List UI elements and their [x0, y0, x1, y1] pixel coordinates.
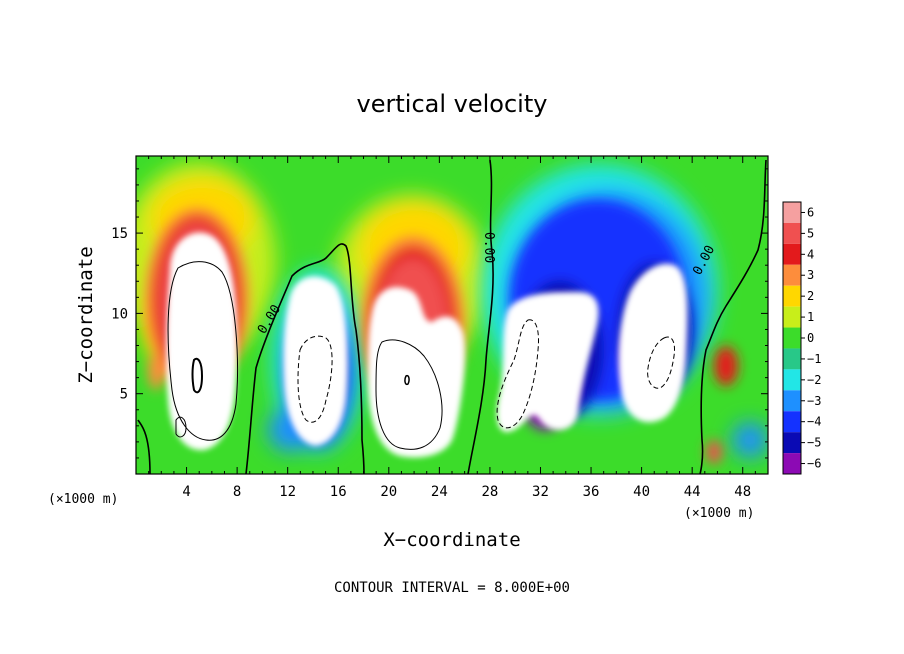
contour-interval-footer: CONTOUR INTERVAL = 8.000E+00: [334, 580, 570, 596]
colorbar-swatch: [783, 348, 801, 370]
colorbar-label: 6: [807, 205, 814, 219]
colorbar-label: 2: [807, 289, 814, 303]
x-tick-label: 12: [279, 484, 296, 500]
heatmap-field: 0.000.00 0.00: [136, 156, 768, 474]
zero-contour-mid: [467, 159, 494, 474]
colorbar-swatch: [783, 432, 801, 454]
y-tick-label: 15: [111, 226, 128, 242]
x-unit-label-right: (×1000 m): [684, 506, 754, 521]
x-tick-label: 40: [633, 484, 650, 500]
colorbar-swatch: [783, 243, 801, 265]
zero-contour-cell-a: [245, 243, 365, 474]
saturated-core-layer: [166, 232, 688, 458]
x-tick-label: 8: [233, 484, 241, 500]
y-tick-label: 10: [111, 306, 128, 322]
colorbar-swatch: [783, 202, 801, 223]
x-tick-label: 48: [734, 484, 751, 500]
x-axis: 4 8 12 16 20 24 28 32 36 40 44 48: [148, 156, 756, 500]
colorbar-label: −4: [807, 415, 821, 429]
contour-cell-1-low: [175, 416, 187, 438]
dashed-contour-downdraft-2: [496, 319, 539, 429]
colorbar-label: −5: [807, 436, 821, 450]
x-tick-label: 20: [380, 484, 397, 500]
colorbar-swatch: [783, 369, 801, 391]
y-tick-label: 5: [120, 387, 128, 403]
x-tick-label: 24: [431, 484, 448, 500]
contour-label: 0.00: [481, 232, 496, 263]
x-tick-label: 44: [684, 484, 701, 500]
dashed-contour-downdraft-1: [297, 335, 333, 423]
colorbar-label: 5: [807, 226, 814, 240]
y-axis: 5 10 15: [111, 168, 768, 459]
colorbar-swatch: [783, 222, 801, 244]
colorbar-swatch: [783, 327, 801, 349]
colorbar-label: −6: [807, 457, 821, 471]
x-tick-label: 16: [330, 484, 347, 500]
colorbar-swatch: [783, 306, 801, 328]
colorbar-swatch: [783, 390, 801, 412]
contour-cell-2-inner: [404, 374, 410, 386]
contour-cell-1-inner: [191, 357, 204, 394]
colorbar-swatch: [783, 453, 801, 474]
colorbar-label: 4: [807, 247, 814, 261]
x-unit-label-left: (×1000 m): [48, 492, 118, 507]
colorbar: 6 5 4 3 2 1 0 −1 −2 −3 −4 −5 −6: [782, 201, 821, 475]
x-tick-label: 4: [182, 484, 190, 500]
colorbar-swatch: [783, 411, 801, 433]
x-axis-title: X−coordinate: [383, 529, 520, 551]
contour-cell-1-outer: [167, 261, 238, 441]
colorbar-label: 0: [807, 331, 814, 345]
contour-cell-2-outer: [375, 339, 443, 450]
x-tick-label: 36: [583, 484, 600, 500]
colorbar-label: 3: [807, 268, 814, 282]
x-tick-label: 28: [481, 484, 498, 500]
colorbar-swatch: [783, 285, 801, 307]
colorbar-label: 1: [807, 310, 814, 324]
colorbar-label: −3: [807, 394, 821, 408]
zero-contour-left: [137, 419, 151, 474]
colorbar-swatch: [783, 264, 801, 286]
colorbar-label: −1: [807, 352, 821, 366]
y-axis-title: Z−coordinate: [75, 246, 97, 383]
chart-title: vertical velocity: [357, 90, 548, 118]
x-tick-label: 32: [532, 484, 549, 500]
colorbar-label: −2: [807, 373, 821, 387]
